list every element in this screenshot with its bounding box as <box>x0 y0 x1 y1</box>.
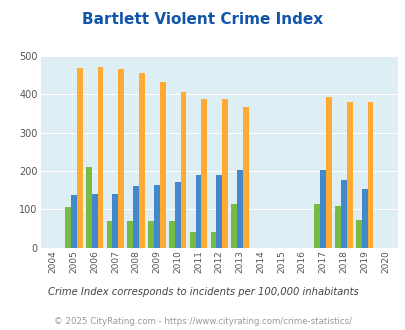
Bar <box>127 221 133 248</box>
Bar <box>92 194 97 248</box>
Bar <box>334 206 340 248</box>
Bar <box>86 167 92 248</box>
Bar <box>320 170 325 248</box>
Bar <box>189 232 195 248</box>
Bar <box>355 219 361 248</box>
Bar <box>139 73 145 248</box>
Text: © 2025 CityRating.com - https://www.cityrating.com/crime-statistics/: © 2025 CityRating.com - https://www.city… <box>54 317 351 326</box>
Bar <box>148 221 153 248</box>
Bar <box>346 102 352 248</box>
Bar <box>65 207 71 248</box>
Bar <box>112 194 118 248</box>
Bar <box>242 107 248 248</box>
Bar <box>180 92 186 248</box>
Bar <box>153 185 160 248</box>
Bar <box>201 99 207 248</box>
Bar <box>107 221 112 248</box>
Bar <box>97 67 103 248</box>
Bar <box>237 170 242 248</box>
Text: Crime Index corresponds to incidents per 100,000 inhabitants: Crime Index corresponds to incidents per… <box>47 287 358 297</box>
Bar <box>210 232 216 248</box>
Bar <box>118 69 124 248</box>
Bar <box>71 195 77 248</box>
Bar <box>175 182 180 248</box>
Bar <box>133 186 139 248</box>
Bar <box>361 189 367 248</box>
Bar <box>367 102 373 248</box>
Bar <box>168 221 175 248</box>
Bar <box>160 82 165 248</box>
Bar <box>222 99 227 248</box>
Bar <box>340 180 346 248</box>
Bar <box>231 204 237 248</box>
Bar <box>195 175 201 248</box>
Bar <box>325 97 331 248</box>
Bar <box>216 175 222 248</box>
Bar <box>77 68 82 248</box>
Bar <box>313 204 320 248</box>
Text: Bartlett Violent Crime Index: Bartlett Violent Crime Index <box>82 12 323 26</box>
